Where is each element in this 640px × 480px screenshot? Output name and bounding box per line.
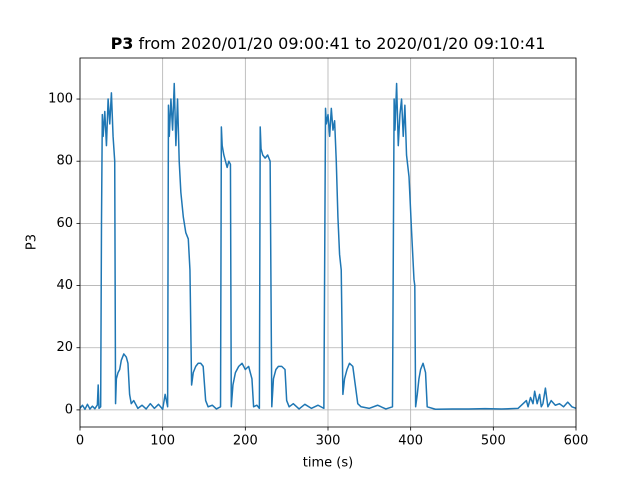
x-tick-label: 0 bbox=[76, 434, 84, 449]
y-tick-label: 0 bbox=[65, 402, 73, 417]
x-tick-label: 300 bbox=[316, 434, 341, 449]
chart-title: P3 from 2020/01/20 09:00:41 to 2020/01/2… bbox=[111, 34, 546, 53]
y-tick-label: 20 bbox=[56, 340, 73, 355]
x-tick-label: 400 bbox=[398, 434, 423, 449]
title-bold: P3 bbox=[111, 34, 134, 53]
plot-area bbox=[79, 82, 577, 411]
title-text: from 2020/01/20 09:00:41 to 2020/01/20 0… bbox=[139, 34, 546, 53]
x-tick-label: 100 bbox=[150, 434, 175, 449]
grid bbox=[79, 58, 577, 427]
y-tick-label: 60 bbox=[56, 216, 73, 231]
x-tick-label: 500 bbox=[481, 434, 506, 449]
x-tick-label: 600 bbox=[564, 434, 589, 449]
data-line bbox=[79, 82, 577, 411]
y-tick-label: 100 bbox=[48, 92, 73, 107]
y-tick-label: 80 bbox=[56, 154, 73, 169]
x-tick-label: 200 bbox=[233, 434, 258, 449]
y-axis-label: P3 bbox=[25, 234, 40, 250]
y-tick-label: 40 bbox=[56, 278, 73, 293]
x-axis-label: time (s) bbox=[303, 456, 353, 471]
